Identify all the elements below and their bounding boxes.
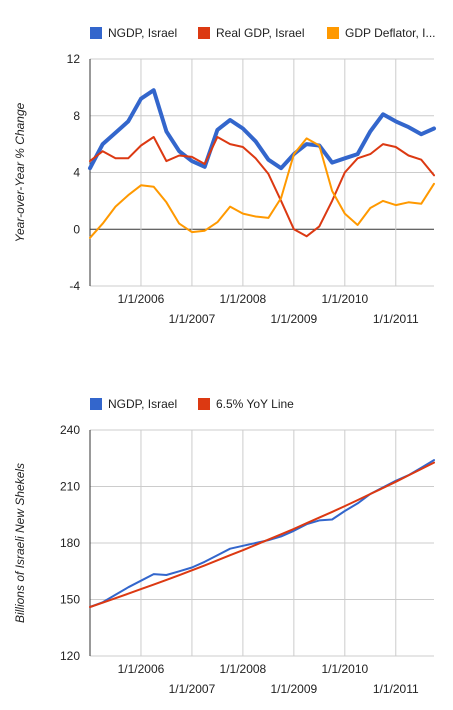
legend-swatch	[90, 27, 102, 39]
legend-label: GDP Deflator, I...	[345, 26, 435, 40]
series-line	[89, 459, 435, 608]
series-line	[89, 461, 435, 608]
legend-label: Real GDP, Israel	[216, 26, 304, 40]
x-tick-label: 1/1/2007	[169, 312, 216, 326]
x-tick-label: 1/1/2011	[373, 312, 419, 326]
x-tick-label: 1/1/2010	[321, 292, 368, 306]
y-tick-label: 0	[73, 222, 80, 236]
y-tick-label: 120	[60, 649, 80, 663]
yoy-change-chart: NGDP, Israel Real GDP, Israel GDP Deflator…	[13, 26, 436, 326]
legend-label: NGDP, Israel	[108, 397, 177, 411]
x-tick-label: 1/1/2006	[118, 292, 165, 306]
legend-label: 6.5% YoY Line	[216, 397, 294, 411]
y-tick-label: 4	[73, 166, 80, 180]
y-tick-label: -4	[69, 279, 80, 293]
y-tick-label: 210	[60, 480, 80, 494]
ngdp-level-chart: NGDP, Israel 6.5% YoY Line 240 210 180 150 120…	[13, 397, 435, 696]
x-tick-label: 1/1/2010	[321, 662, 368, 676]
legend-swatch	[198, 27, 210, 39]
y-tick-label: 8	[73, 109, 80, 123]
legend-label: NGDP, Israel	[108, 26, 177, 40]
y-tick-label: 240	[60, 423, 80, 437]
y-axis-label: Year-over-Year % Change	[13, 102, 27, 242]
y-tick-label: 180	[60, 536, 80, 550]
x-tick-label: 1/1/2007	[169, 682, 216, 696]
x-tick-label: 1/1/2009	[270, 682, 317, 696]
legend-swatch	[198, 398, 210, 410]
x-tick-label: 1/1/2011	[373, 682, 419, 696]
x-tick-label: 1/1/2008	[220, 662, 267, 676]
legend-swatch	[90, 398, 102, 410]
y-axis-label: Billions of Israeli New Shekels	[13, 463, 27, 623]
legend-swatch	[327, 27, 339, 39]
x-tick-label: 1/1/2006	[118, 662, 165, 676]
series-line	[89, 136, 435, 238]
y-tick-label: 150	[60, 593, 80, 607]
x-tick-label: 1/1/2008	[220, 292, 267, 306]
x-tick-label: 1/1/2009	[270, 312, 317, 326]
series-line	[89, 137, 435, 239]
series-line	[88, 88, 436, 171]
y-tick-label: 12	[67, 52, 81, 66]
